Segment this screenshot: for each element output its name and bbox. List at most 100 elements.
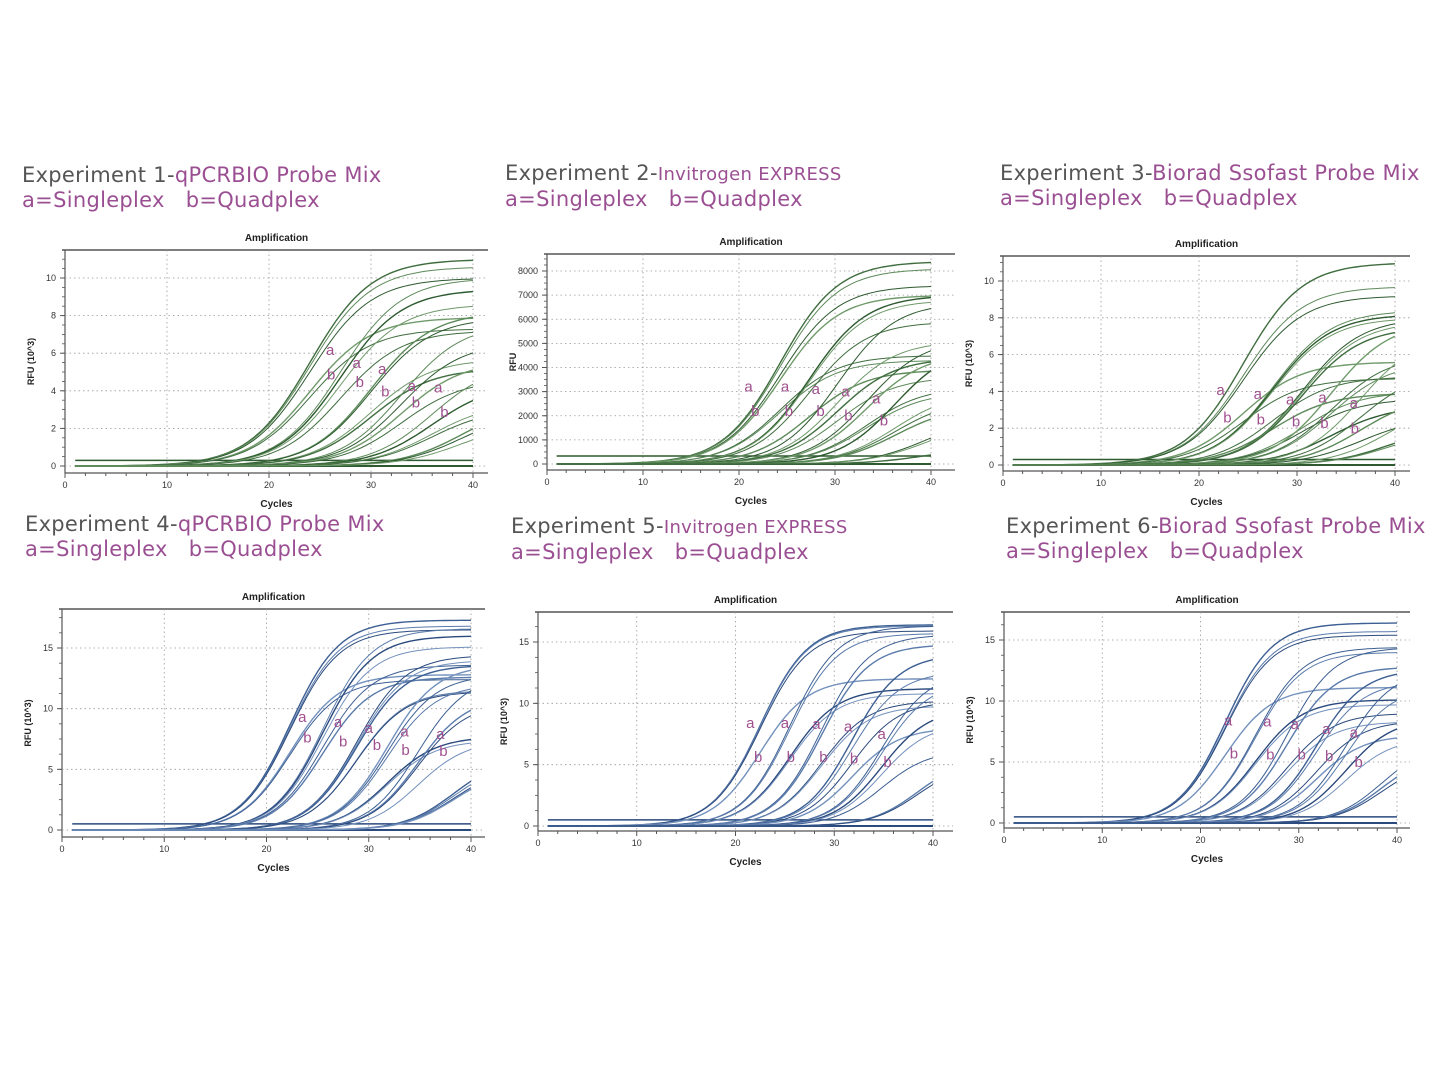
x-tick-label: 20	[261, 844, 271, 854]
amplification-curve	[1013, 667, 1398, 824]
amplification-curve	[75, 439, 474, 467]
y-tick-label: 10	[519, 698, 529, 708]
amplification-curve	[556, 261, 932, 465]
x-tick-label: 30	[364, 844, 374, 854]
x-tick-label: 30	[1294, 835, 1304, 845]
amplification-curve	[1013, 634, 1397, 824]
amplification-curve	[1012, 312, 1396, 466]
singleplex-label-a: a	[1286, 391, 1295, 408]
singleplex-label-a: a	[1254, 386, 1263, 403]
experiment-number: Experiment 2-	[505, 161, 658, 185]
y-tick-label: 5000	[518, 338, 538, 348]
y-tick-label: 10	[46, 273, 56, 283]
y-tick-label: 0	[990, 818, 995, 828]
singleplex-label-a: a	[781, 715, 790, 732]
singleplex-label-a: a	[841, 383, 850, 400]
quadplex-label-b: b	[1351, 421, 1359, 438]
amplification-curve	[1012, 287, 1396, 466]
y-axis-label: RFU (10^3)	[965, 696, 975, 743]
chart-3: 0 10 20 30 40 0 2 4 6 8 10 Amplification Cycles RFU (…	[964, 239, 1410, 508]
amplification-curve	[75, 259, 474, 467]
singleplex-label-a: a	[1350, 725, 1359, 742]
amplification-curve	[72, 780, 472, 831]
y-tick-label: 15	[985, 635, 995, 645]
y-axis-label: RFU (10^3)	[23, 699, 33, 746]
x-tick-label: 0	[62, 480, 67, 490]
singleplex-label-a: a	[812, 716, 821, 733]
x-tick-label: 20	[730, 838, 740, 848]
x-tick-label: 20	[734, 477, 744, 487]
amplification-curve	[1012, 391, 1396, 466]
x-tick-label: 30	[829, 838, 839, 848]
x-tick-label: 30	[1292, 478, 1302, 488]
chart-title: Amplification	[1175, 595, 1238, 606]
y-tick-label: 0	[48, 825, 53, 835]
y-tick-label: 8	[51, 311, 56, 321]
experiment-title-3: Experiment 3-Biorad Ssofast Probe Mix a=S…	[1000, 161, 1420, 211]
x-tick-label: 40	[468, 480, 478, 490]
chart-title: Amplification	[242, 592, 305, 603]
chart-6: 0 10 20 30 40 0 5 10 15 Amplification Cycles RFU (1…	[965, 595, 1410, 865]
singleplex-label-a: a	[746, 715, 755, 732]
amplification-curve	[547, 645, 934, 827]
y-tick-label: 2	[989, 423, 994, 433]
x-tick-label: 0	[535, 838, 540, 848]
y-tick-label: 4	[51, 386, 56, 396]
x-tick-label: 0	[1001, 835, 1006, 845]
quadplex-label-b: b	[751, 403, 759, 420]
chart-title: Amplification	[245, 233, 308, 244]
quadplex-label-b: b	[356, 374, 364, 391]
quadplex-label-b: b	[1266, 747, 1274, 764]
y-axis-label: RFU	[508, 353, 518, 372]
amplification-curve	[556, 398, 932, 465]
legend-text: a=Singleplex b=Quadplex	[511, 540, 809, 564]
x-tick-label: 40	[466, 844, 476, 854]
singleplex-label-a: a	[1224, 712, 1233, 729]
amplification-curve	[1013, 684, 1398, 824]
x-tick-label: 10	[159, 844, 169, 854]
amplification-curve	[72, 656, 472, 831]
amplification-curve	[547, 635, 934, 827]
amplification-curve	[547, 784, 934, 827]
singleplex-label-a: a	[872, 391, 881, 408]
x-axis-label: Cycles	[1190, 497, 1223, 508]
quadplex-label-b: b	[1292, 413, 1300, 430]
x-tick-label: 40	[1390, 478, 1400, 488]
singleplex-label-a: a	[353, 355, 362, 372]
quadplex-label-b: b	[401, 742, 409, 759]
probe-mix-name: qPCRBIO Probe Mix	[174, 163, 382, 187]
legend-text: a=Singleplex b=Quadplex	[22, 188, 320, 212]
singleplex-label-a: a	[434, 380, 443, 397]
amplification-curve	[1012, 296, 1396, 466]
amplification-curve	[1012, 326, 1396, 466]
experiment-number: Experiment 6-	[1006, 514, 1159, 538]
amplification-curve	[72, 629, 471, 831]
amplification-curve	[1013, 622, 1397, 824]
amplification-curve	[547, 733, 934, 827]
legend-text: a=Singleplex b=Quadplex	[25, 537, 323, 561]
amplification-curve	[547, 630, 933, 827]
amplification-curve	[1013, 647, 1398, 824]
amplification-curve	[72, 788, 472, 831]
experiment-title-1: Experiment 1-qPCRBIO Probe Mix a=Singlepl…	[22, 163, 382, 213]
singleplex-label-a: a	[1291, 716, 1300, 733]
singleplex-label-a: a	[1350, 395, 1359, 412]
x-tick-label: 40	[926, 477, 936, 487]
y-tick-label: 2000	[518, 411, 538, 421]
quadplex-label-b: b	[373, 737, 381, 754]
x-tick-label: 10	[632, 838, 642, 848]
singleplex-label-a: a	[408, 378, 417, 395]
chart-2: 0 10 20 30 40 0 1000 2000 3000 4000 5000 6000 7000 80…	[508, 237, 955, 507]
x-tick-label: 10	[1097, 835, 1107, 845]
singleplex-label-a: a	[378, 361, 387, 378]
x-axis-label: Cycles	[257, 863, 290, 874]
quadplex-label-b: b	[883, 754, 891, 771]
quadplex-label-b: b	[1325, 748, 1333, 765]
amplification-curve	[1013, 776, 1398, 824]
y-tick-label: 7000	[518, 290, 538, 300]
y-tick-label: 5	[48, 764, 53, 774]
amplification-curve	[1013, 652, 1398, 824]
amplification-curve	[75, 280, 474, 467]
legend-text: a=Singleplex b=Quadplex	[505, 187, 803, 211]
probe-mix-name: Invitrogen EXPRESS	[657, 164, 842, 185]
